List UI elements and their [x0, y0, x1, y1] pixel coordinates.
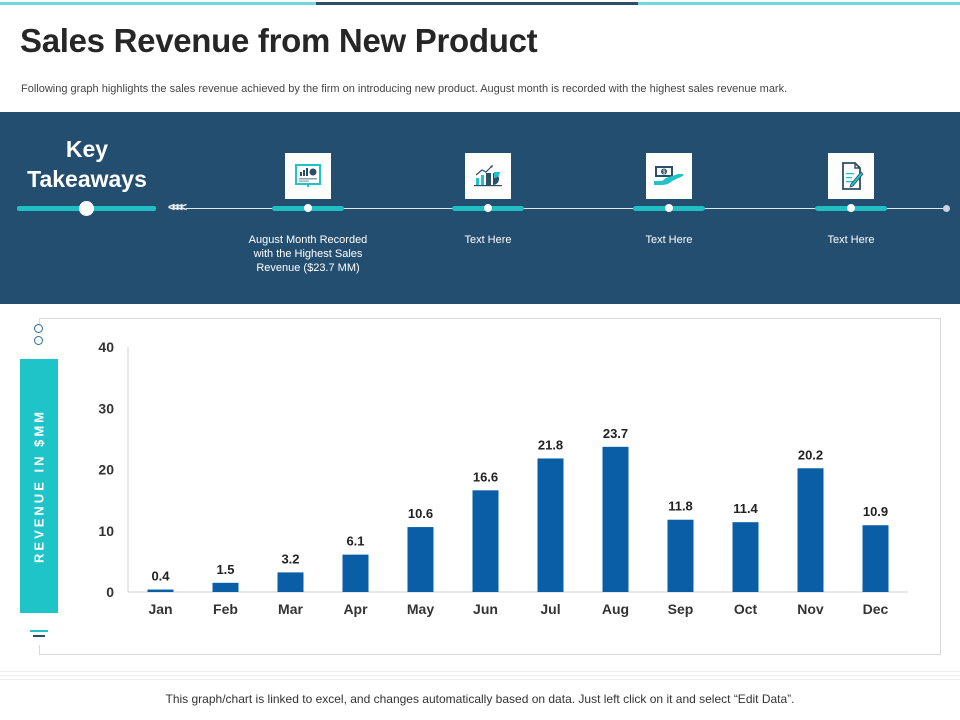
bar-chart[interactable]: 0 10 20 30 40 0.4 Jan 1.5 Feb 3.2 Mar 6.1 Apr 10.6 May…	[80, 330, 920, 630]
y-tick-label: 30	[98, 400, 114, 416]
takeaway-label: Text Here	[464, 234, 512, 246]
x-tick-label: May	[407, 601, 434, 617]
timeline-dot	[484, 204, 492, 212]
x-tick-label: Apr	[343, 601, 368, 617]
x-tick-label: Mar	[278, 601, 303, 617]
footer-note: This graph/chart is linked to excel, and…	[165, 692, 795, 706]
takeaway-label: Text Here	[645, 234, 693, 246]
x-tick-label: Sep	[668, 601, 694, 617]
chart-frame-edge	[39, 645, 40, 655]
bar-jun[interactable]	[472, 490, 499, 592]
data-label: 20.2	[798, 447, 823, 462]
x-tick-label: Aug	[602, 601, 629, 617]
data-label: 11.4	[733, 501, 758, 516]
y-axis-label-box: REVENUE IN $MM	[20, 359, 58, 613]
top-accent-line	[0, 2, 960, 5]
growth-chart-icon	[465, 153, 511, 199]
footer-divider	[0, 671, 960, 683]
data-label: 10.9	[863, 504, 888, 519]
x-tick-label: Jun	[473, 601, 498, 617]
bar-may[interactable]	[407, 527, 434, 592]
top-accent-segment	[638, 2, 960, 5]
y-axis-label: REVENUE IN $MM	[31, 409, 47, 563]
chart-frame	[39, 318, 941, 655]
y-tick-label: 10	[98, 523, 114, 539]
data-label: 16.6	[473, 469, 498, 484]
data-label: 21.8	[538, 437, 563, 452]
svg-text:$: $	[663, 170, 666, 176]
presentation-chart-icon	[285, 153, 331, 199]
bar-oct[interactable]	[732, 522, 759, 592]
bar-nov[interactable]	[797, 468, 824, 592]
timeline-line	[186, 208, 946, 209]
key-takeaways-title-line1: Key	[65, 136, 109, 162]
x-tick-label: Oct	[734, 601, 758, 617]
data-label: 11.8	[668, 499, 693, 514]
bar-jul[interactable]	[537, 458, 564, 592]
timeline-dot	[304, 204, 312, 212]
bar-apr[interactable]	[342, 554, 369, 592]
bar-aug[interactable]	[602, 446, 629, 592]
data-label: 10.6	[408, 506, 433, 521]
money-hand-icon: $	[646, 153, 692, 199]
x-tick-label: Dec	[863, 601, 889, 617]
data-label: 1.5	[216, 562, 234, 577]
bar-jan[interactable]	[147, 589, 174, 592]
takeaway-label: Text Here	[827, 234, 875, 246]
timeline-end-dot	[943, 205, 950, 212]
x-tick-label: Jan	[148, 601, 172, 617]
bar-feb[interactable]	[212, 582, 239, 592]
bar-dec[interactable]	[862, 525, 889, 592]
y-tick-label: 0	[106, 584, 114, 600]
document-edit-icon	[828, 153, 874, 199]
page-title: Sales Revenue from New Product	[20, 22, 538, 59]
page-subtitle: Following graph highlights the sales rev…	[21, 83, 788, 95]
timeline-dot	[847, 204, 855, 212]
x-tick-label: Jul	[540, 601, 560, 617]
y-tick-label: 40	[98, 339, 114, 355]
key-takeaways-title: Key Takeaways	[0, 134, 174, 194]
takeaway-label: August Month Recorded with the Highest S…	[248, 234, 368, 274]
bar-mar[interactable]	[277, 572, 304, 592]
rings-icon	[34, 324, 43, 348]
key-takeaways-knob	[79, 201, 94, 216]
menu-lines-icon	[30, 630, 48, 640]
data-label: 23.7	[603, 426, 628, 441]
bar-sep[interactable]	[667, 519, 694, 592]
data-label: 0.4	[151, 569, 170, 584]
chevrons-left-icon: <<<<	[168, 200, 187, 214]
data-label: 3.2	[281, 551, 299, 566]
top-accent-segment	[316, 2, 638, 5]
y-tick-label: 20	[98, 462, 114, 478]
top-accent-segment	[0, 2, 316, 5]
chart-frame-edge	[39, 318, 40, 326]
data-label: 6.1	[346, 534, 364, 549]
key-takeaways-band: Key Takeaways <<<< August Month Recorded…	[0, 112, 960, 304]
x-tick-label: Feb	[213, 601, 238, 617]
key-takeaways-title-line2: Takeaways	[27, 166, 147, 192]
x-tick-label: Nov	[797, 601, 824, 617]
timeline-dot	[665, 204, 673, 212]
